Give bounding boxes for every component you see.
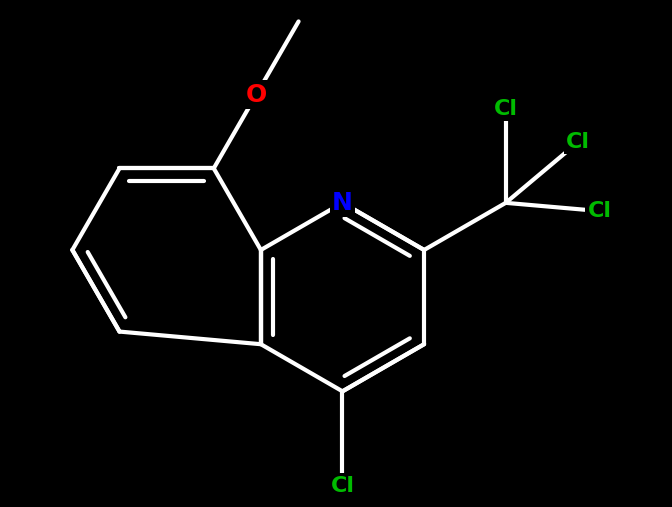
Text: Cl: Cl: [494, 98, 517, 119]
Text: Cl: Cl: [587, 201, 612, 221]
Text: O: O: [245, 83, 267, 107]
Text: Cl: Cl: [331, 476, 355, 495]
Text: Cl: Cl: [566, 132, 590, 152]
Text: N: N: [332, 191, 353, 215]
